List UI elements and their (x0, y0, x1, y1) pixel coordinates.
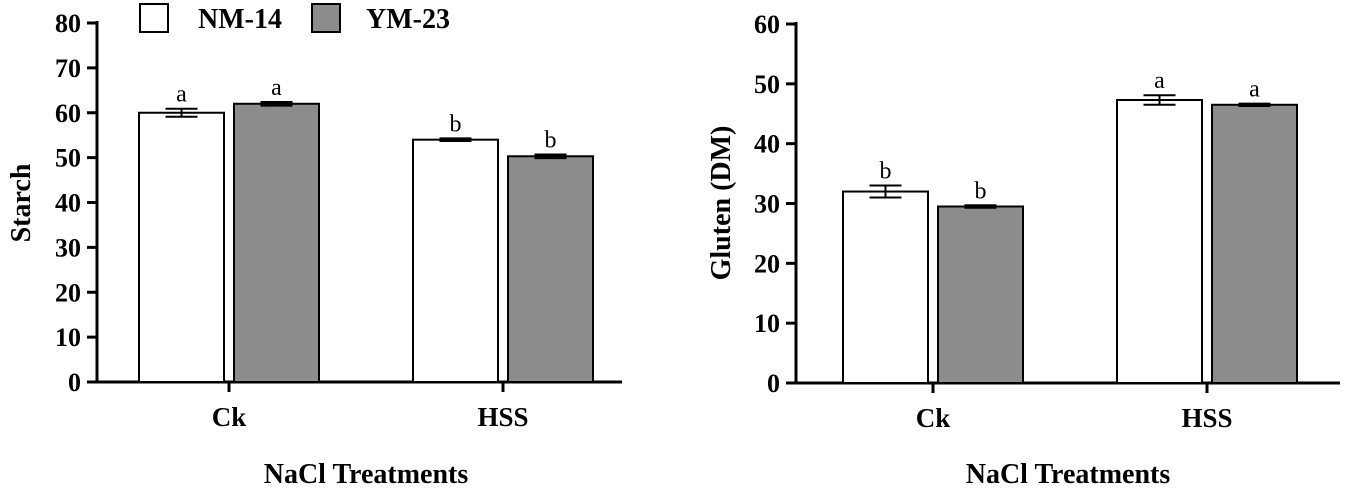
gluten-bar-hss-nm-14 (1116, 98, 1203, 384)
gluten-error-bar (1143, 94, 1176, 106)
gluten-significance-label: a (1154, 68, 1165, 94)
starch-error-bar (165, 107, 198, 118)
gluten-y-tick-label: 10 (754, 309, 780, 338)
starch-y-tick-label: 50 (55, 144, 81, 173)
gluten-category-label: Ck (916, 403, 951, 433)
starch-significance-label: b (545, 127, 557, 153)
legend: NM-14 YM-23 (139, 3, 450, 35)
starch-chart: 0 10 20 30 40 50 60 70 80 a a Ck b b HSS (55, 9, 622, 432)
starch-significance-label: b (450, 111, 462, 137)
starch-significance-label: a (176, 82, 187, 108)
gluten-category-label: HSS (1181, 403, 1232, 433)
gluten-significance-label: b (880, 159, 892, 185)
starch-y-tick-label: 80 (55, 9, 81, 38)
gluten-error-bar (869, 184, 902, 199)
gluten-y-tick-label: 50 (754, 70, 780, 99)
starch-error-bar (439, 137, 472, 143)
gluten-bar-ck-ym-23 (937, 205, 1024, 384)
starch-y-tick-label: 30 (55, 233, 81, 262)
gluten-y-axis-title: Gluten (DM) (706, 126, 737, 281)
gluten-y-tick-label: 0 (767, 369, 780, 398)
gluten-y-tick-label: 20 (754, 249, 780, 278)
starch-y-tick-label: 0 (68, 368, 81, 397)
legend-swatch-ym23 (311, 3, 341, 33)
legend-swatch-nm14 (139, 3, 169, 33)
starch-significance-label: a (271, 75, 282, 101)
starch-x-axis-title: NaCl Treatments (264, 459, 469, 490)
starch-error-bar (534, 153, 567, 160)
starch-y-tick-label: 20 (55, 278, 81, 307)
legend-label-nm14: NM-14 (198, 4, 282, 35)
starch-y-axis-title: Starch (6, 163, 37, 242)
starch-bar-hss-ym-23 (507, 155, 594, 383)
starch-y-tick-label: 70 (55, 54, 81, 83)
gluten-error-bar (964, 204, 997, 209)
starch-y-tick-label: 60 (55, 99, 81, 128)
starch-bar-ck-ym-23 (233, 102, 320, 384)
starch-y-tick-label: 10 (55, 323, 81, 352)
gluten-y-tick-label: 60 (754, 10, 780, 39)
starch-bar-hss-nm-14 (412, 138, 499, 383)
legend-label-ym23: YM-23 (366, 4, 450, 35)
gluten-significance-label: a (1249, 77, 1260, 103)
gluten-error-bar (1238, 102, 1271, 107)
starch-category-label: HSS (477, 402, 528, 432)
starch-bar-ck-nm-14 (138, 111, 225, 383)
starch-error-bar (260, 100, 293, 107)
gluten-chart: 0 10 20 30 40 50 60 b b Ck a a HSS (754, 10, 1340, 433)
starch-category-label: Ck (212, 402, 247, 432)
gluten-bar-ck-nm-14 (842, 190, 929, 384)
gluten-y-tick-label: 30 (754, 190, 780, 219)
gluten-bar-hss-ym-23 (1211, 103, 1298, 385)
gluten-significance-label: b (975, 178, 987, 204)
starch-y-tick-label: 40 (55, 189, 81, 218)
gluten-y-tick-label: 40 (754, 130, 780, 159)
gluten-x-axis-title: NaCl Treatments (966, 459, 1171, 490)
